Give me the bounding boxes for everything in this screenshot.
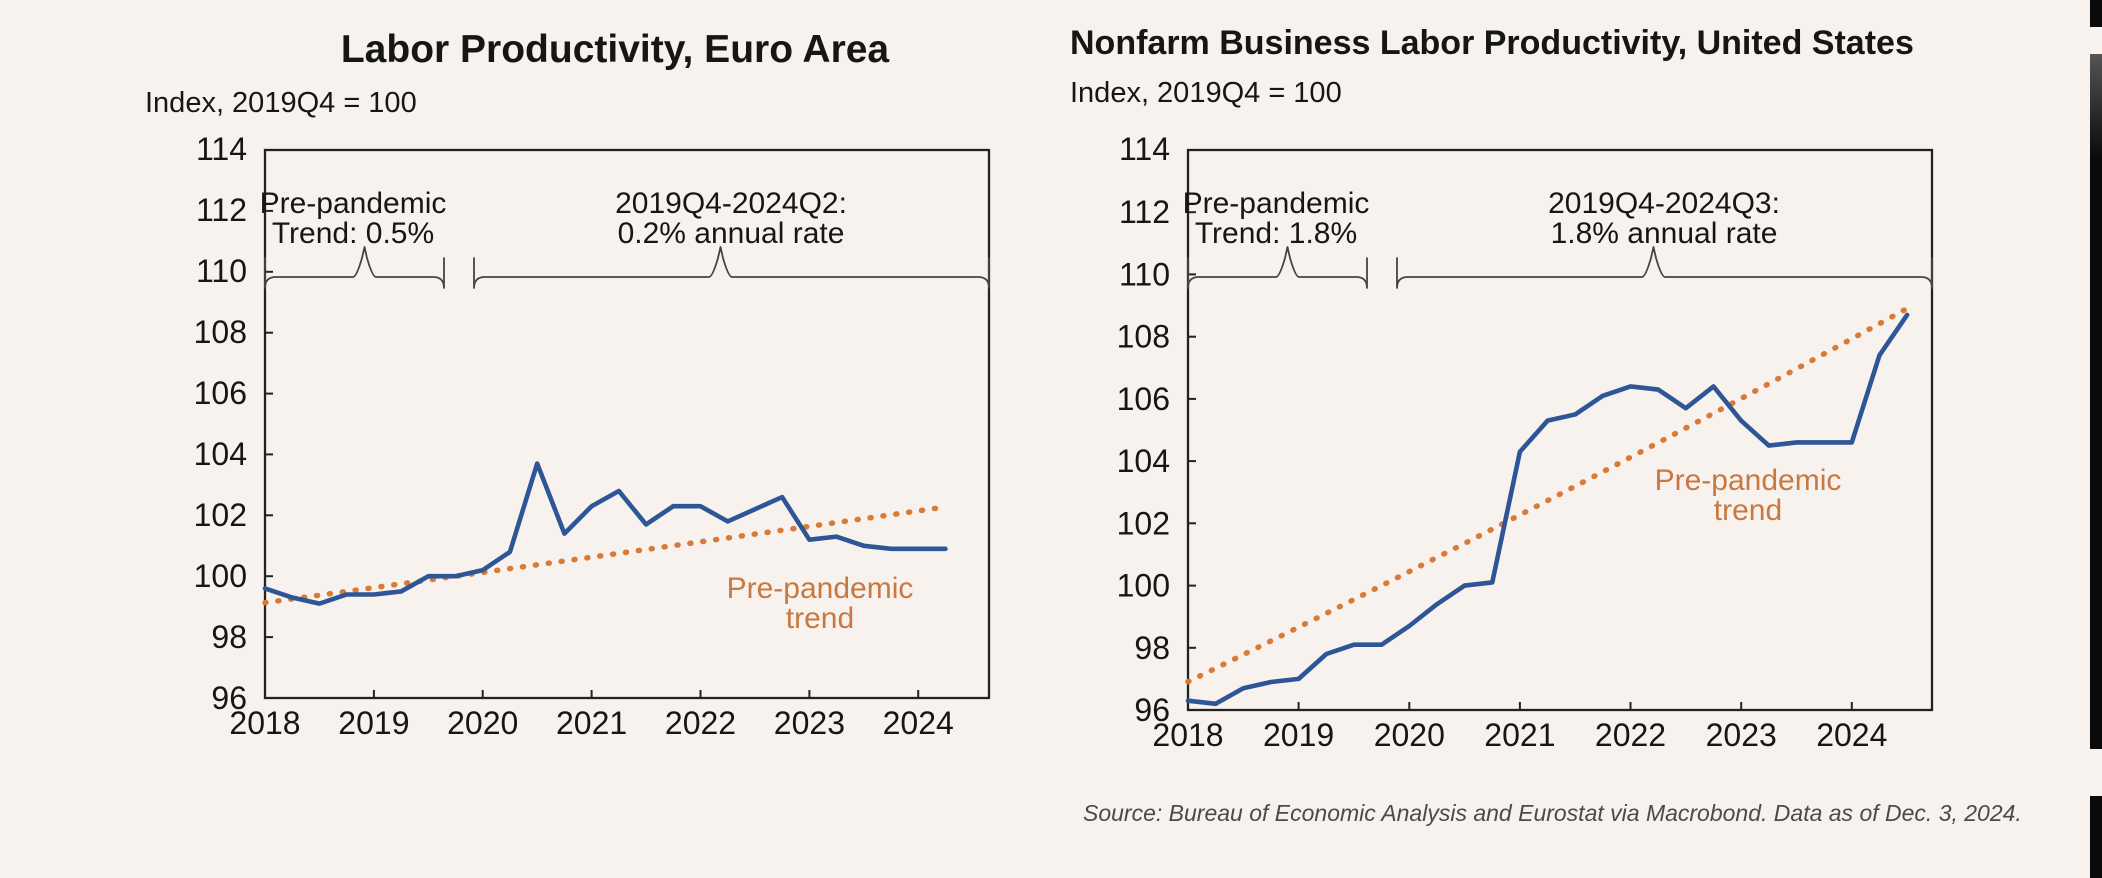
svg-text:Pre-pandemic: Pre-pandemic bbox=[727, 572, 914, 605]
svg-text:Trend: 0.5%: Trend: 0.5% bbox=[272, 217, 434, 250]
svg-text:2020: 2020 bbox=[447, 705, 518, 741]
svg-text:104: 104 bbox=[1117, 443, 1170, 479]
svg-text:102: 102 bbox=[1117, 505, 1170, 541]
svg-text:Index, 2019Q4 = 100: Index, 2019Q4 = 100 bbox=[145, 87, 417, 119]
svg-text:2024: 2024 bbox=[1816, 717, 1887, 753]
svg-text:2019: 2019 bbox=[338, 705, 409, 741]
svg-text:104: 104 bbox=[194, 436, 247, 472]
svg-text:Index, 2019Q4 = 100: Index, 2019Q4 = 100 bbox=[1070, 77, 1342, 109]
svg-text:114: 114 bbox=[1119, 131, 1170, 167]
svg-text:110: 110 bbox=[1119, 256, 1170, 292]
svg-text:2019: 2019 bbox=[1263, 717, 1334, 753]
svg-text:108: 108 bbox=[1117, 319, 1170, 355]
svg-text:2023: 2023 bbox=[1706, 717, 1777, 753]
svg-text:2020: 2020 bbox=[1374, 717, 1445, 753]
svg-text:trend: trend bbox=[1714, 494, 1782, 527]
svg-text:Labor Productivity, Euro Area: Labor Productivity, Euro Area bbox=[341, 28, 890, 71]
svg-text:2023: 2023 bbox=[774, 705, 845, 741]
svg-text:106: 106 bbox=[1117, 381, 1170, 417]
svg-text:trend: trend bbox=[786, 602, 854, 635]
svg-text:Nonfarm Business Labor Product: Nonfarm Business Labor Productivity, Uni… bbox=[1070, 24, 1914, 62]
svg-text:102: 102 bbox=[194, 497, 247, 533]
svg-text:Pre-pandemic: Pre-pandemic bbox=[1183, 187, 1370, 220]
svg-text:106: 106 bbox=[194, 375, 247, 411]
svg-text:Trend: 1.8%: Trend: 1.8% bbox=[1195, 217, 1357, 250]
svg-text:Pre-pandemic: Pre-pandemic bbox=[260, 187, 447, 220]
svg-text:100: 100 bbox=[1117, 568, 1170, 604]
svg-text:100: 100 bbox=[194, 558, 247, 594]
svg-text:2022: 2022 bbox=[665, 705, 736, 741]
svg-text:Pre-pandemic: Pre-pandemic bbox=[1655, 464, 1842, 497]
svg-text:98: 98 bbox=[1134, 630, 1170, 666]
svg-text:2024: 2024 bbox=[883, 705, 954, 741]
svg-text:2021: 2021 bbox=[556, 705, 627, 741]
svg-text:1.8% annual rate: 1.8% annual rate bbox=[1551, 217, 1778, 250]
svg-text:0.2% annual rate: 0.2% annual rate bbox=[618, 217, 845, 250]
svg-text:2021: 2021 bbox=[1484, 717, 1555, 753]
svg-text:2018: 2018 bbox=[1152, 717, 1223, 753]
svg-text:112: 112 bbox=[1119, 194, 1170, 230]
svg-text:110: 110 bbox=[196, 253, 247, 289]
svg-text:114: 114 bbox=[196, 131, 247, 167]
svg-text:98: 98 bbox=[211, 619, 247, 655]
svg-text:2022: 2022 bbox=[1595, 717, 1666, 753]
svg-text:2019Q4-2024Q2:: 2019Q4-2024Q2: bbox=[615, 187, 847, 220]
svg-text:2019Q4-2024Q3:: 2019Q4-2024Q3: bbox=[1548, 187, 1780, 220]
svg-text:108: 108 bbox=[194, 314, 247, 350]
svg-text:2018: 2018 bbox=[229, 705, 300, 741]
svg-text:112: 112 bbox=[196, 192, 247, 228]
